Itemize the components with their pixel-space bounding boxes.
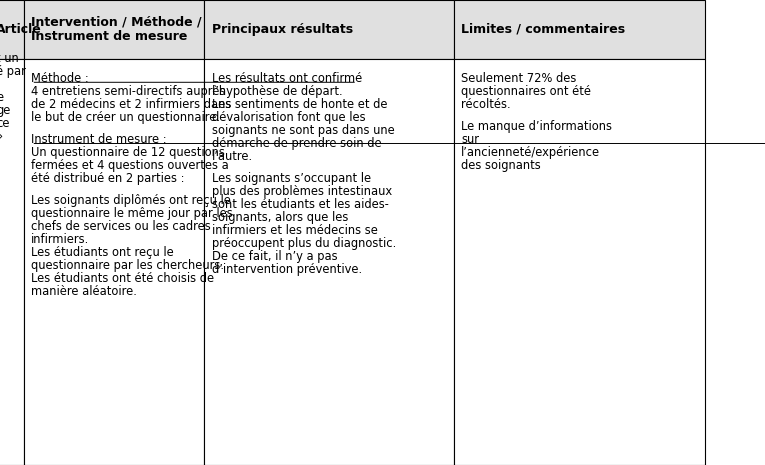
Text: Les résultats ont confirmé: Les résultats ont confirmé bbox=[212, 72, 362, 85]
Text: sont les étudiants et les aides-: sont les étudiants et les aides- bbox=[212, 198, 389, 211]
Bar bbox=[204, 0, 454, 59]
Text: Les étudiants ont reçu le: Les étudiants ont reçu le bbox=[31, 246, 174, 259]
Text: l’ancienneté/expérience: l’ancienneté/expérience bbox=[461, 146, 601, 159]
Text: l’hypothèse de départ.: l’hypothèse de départ. bbox=[212, 85, 343, 98]
Text: Instrument de mesure :: Instrument de mesure : bbox=[31, 133, 167, 146]
Text: infirmiers et les médecins se: infirmiers et les médecins se bbox=[212, 224, 378, 237]
Text: soignants, alors que les: soignants, alors que les bbox=[212, 211, 348, 224]
Text: infirmiers.: infirmiers. bbox=[31, 233, 90, 246]
Text: Les étudiants ont été choisis de: Les étudiants ont été choisis de bbox=[31, 272, 214, 285]
Text: Un questionnaire de 12 questions: Un questionnaire de 12 questions bbox=[31, 146, 225, 159]
Bar bbox=[454, 0, 705, 59]
Text: de 2 médecins et 2 infirmiers dans: de 2 médecins et 2 infirmiers dans bbox=[31, 98, 232, 111]
Bar bbox=[454, 59, 705, 465]
Text: dévalorisation font que les: dévalorisation font que les bbox=[212, 111, 366, 124]
Text: Méthode :: Méthode : bbox=[31, 72, 89, 85]
Text: Limites / commentaires: Limites / commentaires bbox=[461, 23, 626, 36]
Text: des soignants: des soignants bbox=[461, 159, 541, 172]
Text: questionnaire le même jour par les: questionnaire le même jour par les bbox=[31, 207, 233, 220]
Text: Les soignants s’occupant le: Les soignants s’occupant le bbox=[212, 172, 371, 185]
Bar bbox=[24, 59, 204, 465]
Text: Article: Article bbox=[0, 23, 42, 36]
Text: manière aléatoire.: manière aléatoire. bbox=[31, 285, 137, 298]
Text: récoltés.: récoltés. bbox=[461, 98, 511, 111]
Text: Seulement 72% des: Seulement 72% des bbox=[461, 72, 577, 85]
Bar bbox=[204, 59, 454, 465]
Text: ge: ge bbox=[0, 104, 11, 117]
Text: 4 entretiens semi-directifs auprès: 4 entretiens semi-directifs auprès bbox=[31, 85, 226, 98]
Bar bbox=[0, 59, 24, 465]
Text: »: » bbox=[0, 130, 3, 143]
Text: le but de créer un questionnaire.: le but de créer un questionnaire. bbox=[31, 111, 220, 124]
Text: Les soignants diplômés ont reçu le: Les soignants diplômés ont reçu le bbox=[31, 194, 231, 207]
Text: e: e bbox=[0, 91, 3, 104]
Bar bbox=[0, 0, 24, 59]
Text: ce: ce bbox=[0, 117, 10, 130]
Text: fermées et 4 questions ouvertes a: fermées et 4 questions ouvertes a bbox=[31, 159, 229, 172]
Text: Principaux résultats: Principaux résultats bbox=[212, 23, 353, 36]
Text: sur: sur bbox=[461, 133, 480, 146]
Text: chefs de services ou les cadres: chefs de services ou les cadres bbox=[31, 220, 211, 233]
Bar bbox=[24, 0, 204, 59]
Text: questionnaire par les chercheurs.: questionnaire par les chercheurs. bbox=[31, 259, 224, 272]
Text: plus des problèmes intestinaux: plus des problèmes intestinaux bbox=[212, 185, 392, 198]
Text: été distribué en 2 parties :: été distribué en 2 parties : bbox=[31, 172, 185, 185]
Text: De ce fait, il n’y a pas: De ce fait, il n’y a pas bbox=[212, 250, 337, 263]
Text: é par: é par bbox=[0, 65, 26, 78]
Text: l’autre.: l’autre. bbox=[212, 150, 253, 163]
Text: Le manque d’informations: Le manque d’informations bbox=[461, 120, 612, 133]
Text: soignants ne sont pas dans une: soignants ne sont pas dans une bbox=[212, 124, 395, 137]
Text: démarche de prendre soin de: démarche de prendre soin de bbox=[212, 137, 382, 150]
Text: questionnaires ont été: questionnaires ont été bbox=[461, 85, 591, 98]
Text: d’intervention préventive.: d’intervention préventive. bbox=[212, 263, 362, 276]
Text: préoccupent plus du diagnostic.: préoccupent plus du diagnostic. bbox=[212, 237, 396, 250]
Text: t un: t un bbox=[0, 52, 19, 65]
Text: Intervention / Méthode /
Instrument de mesure: Intervention / Méthode / Instrument de m… bbox=[31, 15, 202, 43]
Text: Les sentiments de honte et de: Les sentiments de honte et de bbox=[212, 98, 387, 111]
